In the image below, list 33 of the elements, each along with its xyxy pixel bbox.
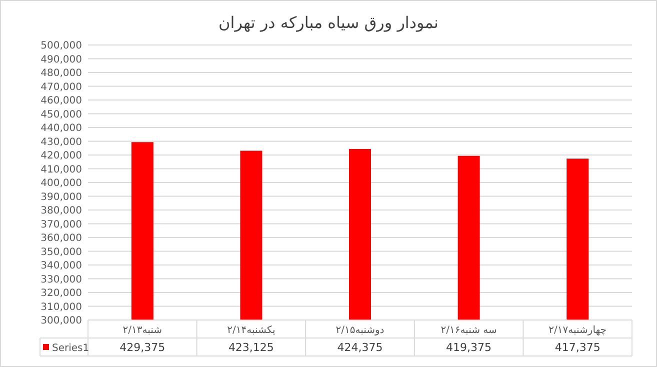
x-tick-label: چهارشنبه۲/۱۷ bbox=[548, 325, 607, 336]
y-tick-label: 390,000 bbox=[40, 192, 82, 203]
y-tick-label: 470,000 bbox=[40, 82, 82, 93]
data-label: 429,375 bbox=[120, 341, 166, 354]
x-tick-label: شنبه۲/۱۳ bbox=[122, 325, 162, 336]
y-tick-label: 320,000 bbox=[40, 288, 82, 299]
y-tick-label: 400,000 bbox=[40, 178, 82, 189]
data-label: 423,125 bbox=[228, 341, 274, 354]
y-tick-label: 460,000 bbox=[40, 96, 82, 106]
legend-label: Series1 bbox=[52, 343, 90, 354]
y-tick-label: 370,000 bbox=[40, 219, 82, 230]
x-tick-label: یکشنبه۲/۱۴ bbox=[227, 325, 276, 336]
y-tick-label: 310,000 bbox=[40, 302, 82, 313]
chart-title: نمودار ورق سیاه مبارکه در تهران bbox=[218, 13, 438, 32]
y-tick-label: 350,000 bbox=[40, 246, 82, 258]
y-tick-label: 330,000 bbox=[40, 274, 82, 286]
y-tick-label: 300,000 bbox=[40, 316, 82, 326]
y-tick-label: 340,000 bbox=[40, 260, 82, 272]
x-tick-label: سه شنبه۲/۱۶ bbox=[440, 325, 497, 336]
y-tick-label: 410,000 bbox=[40, 164, 82, 176]
y-tick-label: 440,000 bbox=[40, 123, 82, 134]
y-tick-label: 420,000 bbox=[40, 150, 82, 162]
y-tick-label: 430,000 bbox=[40, 136, 82, 148]
y-tick-label: 360,000 bbox=[40, 233, 82, 244]
y-tick-label: 380,000 bbox=[40, 206, 82, 216]
y-tick-label: 450,000 bbox=[40, 109, 82, 120]
data-label: 419,375 bbox=[446, 341, 492, 354]
y-tick-label: 490,000 bbox=[40, 54, 82, 66]
data-label: 424,375 bbox=[337, 341, 383, 354]
x-tick-label: دوشنبه۲/۱۵ bbox=[336, 325, 384, 336]
y-tick-label: 480,000 bbox=[40, 68, 82, 79]
data-label: 417,375 bbox=[554, 341, 600, 354]
y-tick-label: 500,000 bbox=[40, 40, 82, 52]
